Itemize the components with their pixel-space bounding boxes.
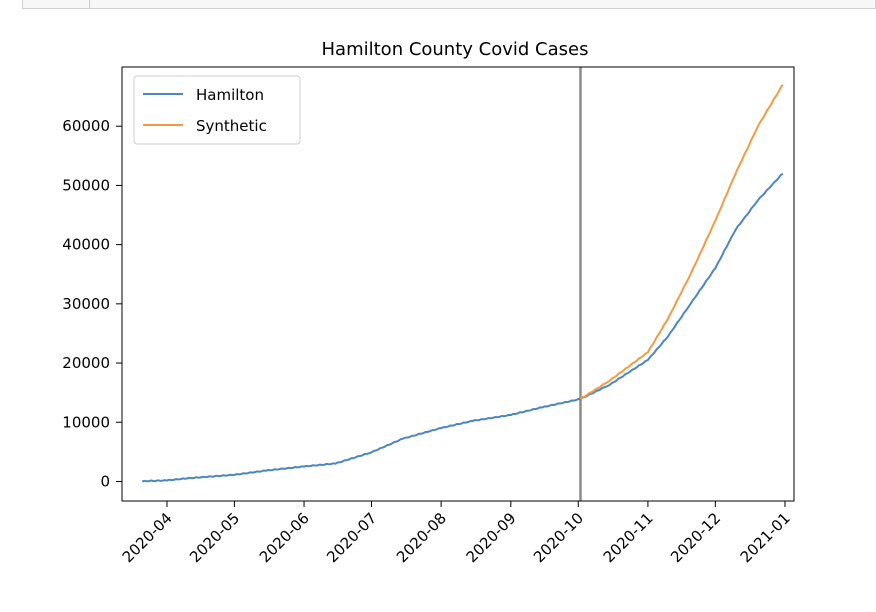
legend: Hamilton Synthetic xyxy=(133,75,301,145)
chart-title: Hamilton County Covid Cases xyxy=(322,39,589,60)
y-tick-label: 40000 xyxy=(62,236,110,254)
x-tick-label: 2020-05 xyxy=(186,509,243,566)
axes-frame xyxy=(121,66,795,502)
x-tick-label: 2020-06 xyxy=(256,509,313,566)
x-tick-label: 2020-11 xyxy=(600,509,657,566)
x-tick-label: 2020-07 xyxy=(323,509,380,566)
y-tick-label: 30000 xyxy=(62,295,110,313)
x-axis: 2020-04 2020-05 2020-06 2020-07 2020-08 2020-… xyxy=(119,501,794,566)
x-tick-label: 2020-09 xyxy=(463,509,520,566)
y-tick-label: 60000 xyxy=(62,117,110,135)
series-line-synthetic xyxy=(579,84,784,400)
y-tick-label: 20000 xyxy=(62,354,110,372)
y-tick-label: 10000 xyxy=(62,413,110,431)
x-tick-label: 2020-10 xyxy=(530,509,587,566)
plot-area xyxy=(121,66,795,502)
x-tick-label: 2020-04 xyxy=(119,509,176,566)
y-tick-label: 0 xyxy=(100,472,110,490)
y-axis: 0 10000 20000 30000 40000 50000 60000 xyxy=(62,117,122,490)
x-tick-label: 2020-08 xyxy=(393,509,450,566)
y-tick-label: 50000 xyxy=(62,176,110,194)
legend-label-synthetic: Synthetic xyxy=(196,117,267,135)
x-tick-label: 2021-01 xyxy=(737,509,794,566)
x-tick-label: 2020-12 xyxy=(667,509,724,566)
legend-label-hamilton: Hamilton xyxy=(196,86,264,104)
series-line-hamilton xyxy=(141,172,784,483)
